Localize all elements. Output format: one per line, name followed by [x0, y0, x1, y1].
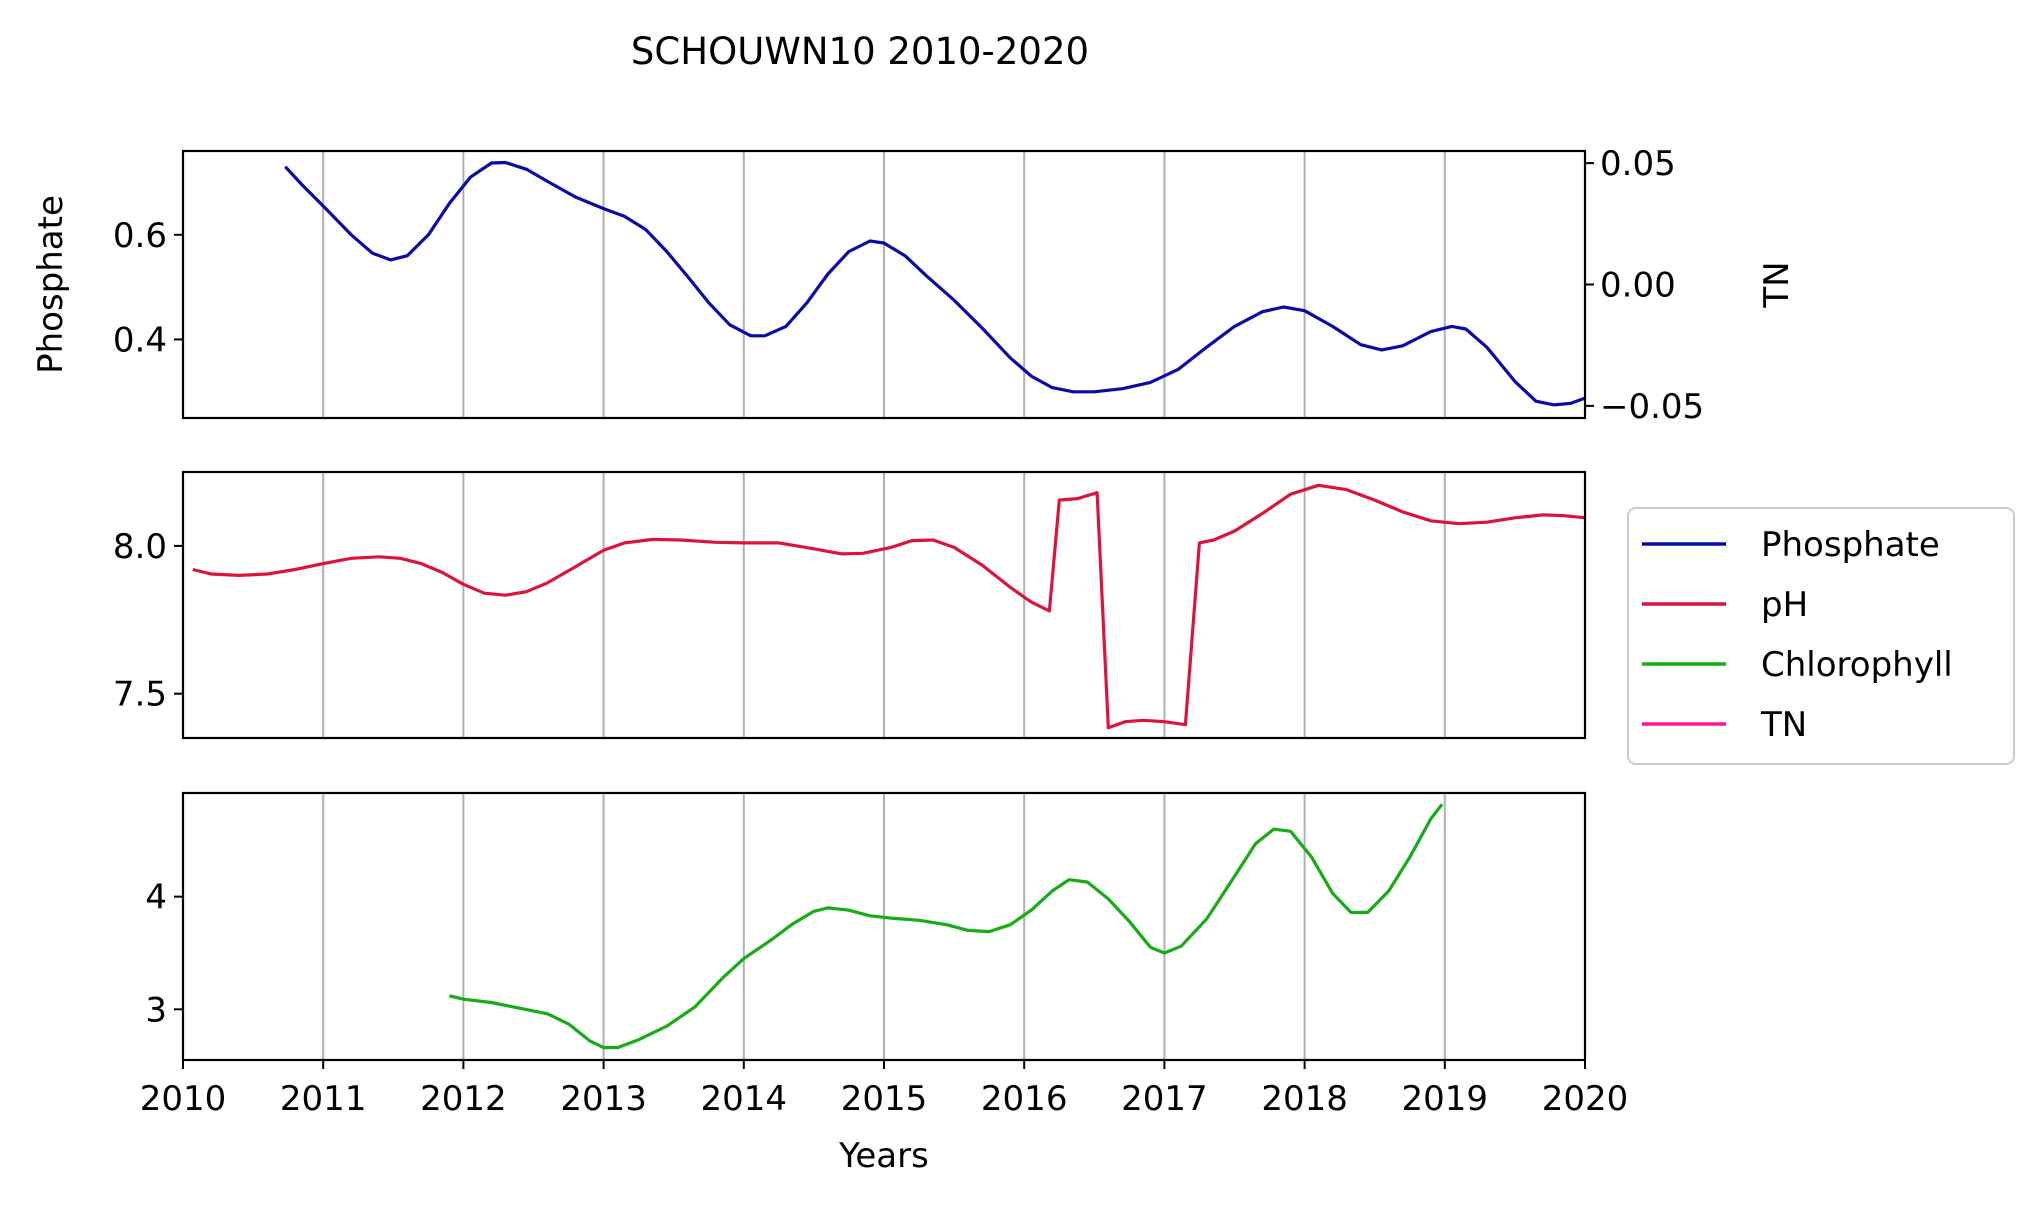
legend-label: Phosphate — [1761, 525, 1940, 565]
right-y-tick-label: −0.05 — [1600, 387, 1704, 427]
x-tick-label: 2020 — [1542, 1079, 1629, 1119]
right-y-axis-label: TN — [1757, 261, 1797, 308]
y-axis-label: Phosphate — [31, 195, 71, 374]
y-tick-label: 3 — [145, 990, 167, 1030]
legend-label: pH — [1761, 585, 1808, 625]
x-tick-label: 2011 — [280, 1079, 367, 1119]
x-tick-label: 2015 — [841, 1079, 928, 1119]
x-tick-label: 2018 — [1261, 1079, 1348, 1119]
panel-1: 0.4 0.6 Phosphate −0.05 0.00 0.05 TN — [31, 144, 1797, 427]
right-y-tick-label: 0.05 — [1600, 144, 1676, 184]
x-tick-label: 2013 — [560, 1079, 647, 1119]
y-tick-label: 0.4 — [113, 320, 167, 360]
panel-frame — [181, 470, 1587, 740]
x-tick-label: 2014 — [701, 1079, 788, 1119]
x-tick-label: 2010 — [140, 1079, 227, 1119]
chart-title: SCHOUWN10 2010-2020 — [631, 30, 1089, 73]
y-tick-label: 7.5 — [113, 675, 167, 715]
y-tick-label: 0.6 — [113, 216, 167, 256]
x-axis: 2010 2011 2012 2013 2014 2015 2016 2017 2018 2019… — [140, 1060, 1629, 1119]
x-tick-label: 2017 — [1121, 1079, 1208, 1119]
x-axis-label: Years — [838, 1136, 929, 1176]
panel-2: 7.5 8.0 — [113, 470, 1587, 740]
legend: Phosphate pH Chlorophyll TN — [1627, 507, 2015, 765]
y-tick-label: 4 — [145, 878, 167, 918]
series-line-phosphate — [284, 160, 1585, 407]
legend-label: Chlorophyll — [1761, 645, 1953, 685]
series-line-chlorophyll — [449, 803, 1444, 1050]
right-y-tick-label: 0.00 — [1600, 266, 1676, 306]
panel-3: 34 — [145, 791, 1587, 1062]
x-tick-label: 2012 — [420, 1079, 507, 1119]
series-line-ph — [192, 483, 1585, 730]
y-tick-label: 8.0 — [113, 527, 167, 567]
x-tick-label: 2016 — [981, 1079, 1068, 1119]
x-tick-label: 2019 — [1402, 1079, 1489, 1119]
legend-box — [1627, 507, 2015, 765]
legend-label: TN — [1760, 705, 1807, 745]
